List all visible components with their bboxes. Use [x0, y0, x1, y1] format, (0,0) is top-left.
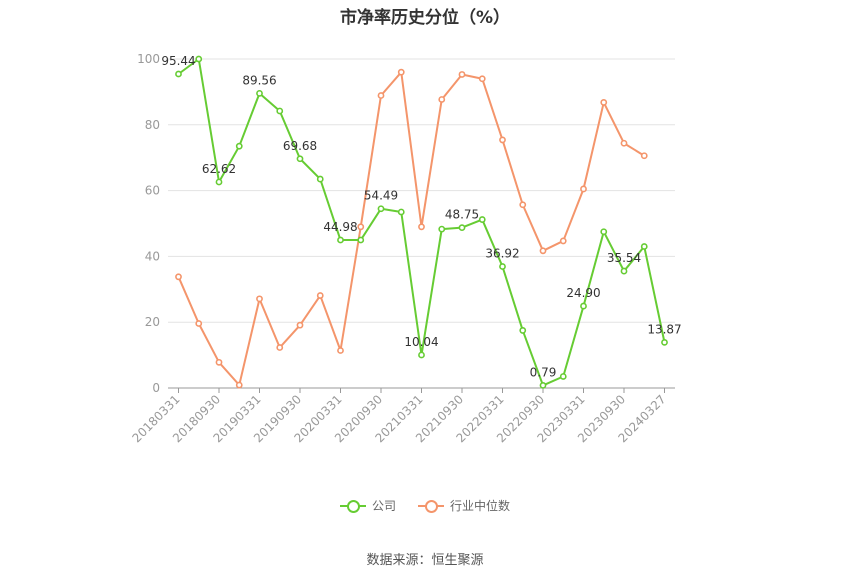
data-point: [215, 178, 223, 186]
data-point: [377, 92, 385, 99]
y-tick-label: 20: [145, 315, 160, 329]
data-point: [580, 302, 587, 310]
data-label: 48.75: [445, 208, 479, 222]
legend-item-industry-median[interactable]: 行业中位数: [418, 497, 510, 514]
data-point: [316, 292, 324, 299]
data-point: [397, 208, 405, 216]
legend-swatch-industry-median: [418, 499, 444, 513]
legend-label-industry-median: 行业中位数: [450, 499, 511, 513]
data-point: [640, 243, 648, 250]
data-point: [418, 223, 425, 231]
y-tick-label: 60: [145, 184, 160, 198]
data-point: [276, 344, 284, 351]
data-label: 13.87: [647, 322, 681, 336]
data-point: [296, 321, 304, 329]
series-company: [175, 55, 668, 389]
y-tick-label: 100: [137, 52, 160, 66]
data-point: [195, 320, 203, 327]
data-label: 95.44: [161, 54, 195, 68]
data-point: [316, 175, 324, 183]
data-point: [539, 382, 547, 389]
series: [175, 55, 668, 389]
data-labels: 95.44 62.62 89.56 69.68 44.98 54.49 10.04 48.75…: [161, 54, 681, 379]
legend-label-company: 公司: [371, 499, 396, 513]
data-label: 24.90: [566, 286, 600, 300]
data-point: [478, 75, 486, 83]
data-point: [499, 136, 506, 144]
data-point: [357, 236, 365, 244]
data-point: [640, 152, 648, 160]
data-point: [438, 96, 446, 103]
data-point: [478, 216, 486, 223]
data-point: [559, 237, 567, 245]
data-point: [620, 139, 628, 147]
source-note: 数据来源：恒生聚源: [366, 553, 484, 568]
data-point: [559, 373, 567, 380]
data-point: [397, 68, 405, 76]
legend: 公司 行业中位数: [0, 497, 850, 514]
data-point: [175, 70, 182, 78]
data-point: [580, 185, 587, 193]
data-point: [620, 267, 628, 275]
data-label: 44.98: [323, 220, 357, 234]
y-tick-label: 80: [145, 118, 160, 132]
data-point: [458, 224, 466, 232]
data-label: 36.92: [485, 247, 519, 261]
series-line: [177, 71, 645, 387]
data-point: [256, 89, 263, 97]
data-point: [215, 358, 223, 366]
data-point: [418, 351, 425, 359]
data-point: [661, 338, 668, 346]
grid-lines: [168, 58, 675, 323]
legend-item-company[interactable]: 公司: [339, 497, 396, 514]
data-point: [438, 225, 446, 233]
series-industry-median: [175, 68, 648, 389]
data-point: [499, 263, 506, 270]
axes: 0204060801002018033120180930201903312019…: [130, 52, 675, 445]
data-label: 10.04: [404, 335, 438, 349]
data-label: 0.79: [530, 365, 557, 379]
data-point: [175, 273, 182, 281]
data-label: 54.49: [364, 189, 398, 203]
data-point: [235, 381, 243, 389]
data-point: [458, 71, 466, 78]
data-point: [276, 107, 284, 115]
y-tick-label: 40: [145, 249, 160, 263]
data-point: [377, 205, 385, 213]
data-label: 35.54: [607, 251, 641, 265]
data-point: [235, 142, 243, 150]
data-point: [337, 347, 344, 354]
data-point: [337, 236, 344, 244]
data-point: [256, 295, 263, 303]
data-label: 62.62: [202, 162, 236, 176]
data-label: 69.68: [283, 139, 317, 153]
data-point: [357, 223, 365, 231]
legend-swatch-company: [339, 499, 366, 513]
data-point: [195, 55, 203, 63]
data-point: [539, 247, 547, 255]
data-point: [600, 228, 608, 236]
y-tick-label: 0: [152, 381, 160, 395]
data-label: 89.56: [242, 73, 276, 87]
data-point: [296, 155, 304, 163]
data-point: [519, 201, 527, 209]
data-point: [519, 327, 527, 334]
chart-title: 市净率历史分位（%）: [339, 8, 511, 28]
data-point: [600, 99, 608, 106]
